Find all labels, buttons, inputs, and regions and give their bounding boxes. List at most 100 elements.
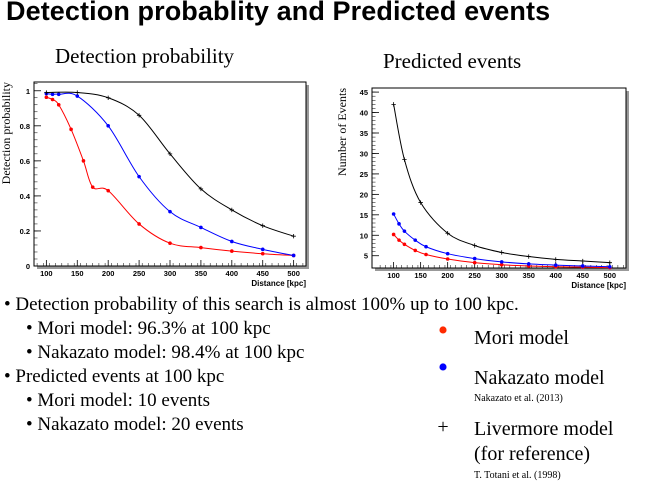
point-mori-model — [56, 102, 61, 107]
slide-title: Detection probablity and Predicted event… — [6, 0, 551, 26]
x-tick-label: 300 — [164, 269, 177, 278]
point-nakazato-model — [50, 92, 55, 97]
point-nakazato-model — [168, 209, 172, 214]
x-tick-label: 300 — [495, 271, 508, 280]
left-chart-subtitle: Detection probability — [55, 44, 235, 68]
point-mori-model — [397, 238, 401, 242]
predicted-events-chart: 100 150 200 250 300 350 400 450 500 5 10 15 20 25 30 35… — [335, 87, 629, 290]
point-nakazato-model — [260, 247, 265, 252]
point-mori-model — [90, 185, 95, 189]
point-nakazato-model — [199, 225, 203, 230]
point-mori-model — [260, 251, 265, 256]
point-nakazato-model — [553, 263, 558, 267]
y-tick-label: 0.2 — [20, 227, 30, 236]
point-livermore-model — [402, 157, 407, 162]
y-tick-label: 0.4 — [20, 192, 31, 201]
point-mori-model — [69, 127, 73, 132]
point-livermore-model — [472, 243, 477, 248]
y-tick-label: 35 — [360, 129, 368, 138]
bullet-item: • Nakazato model: 98.4% at 100 kpc — [26, 342, 305, 363]
point-nakazato-model — [499, 260, 504, 264]
point-mori-model — [50, 97, 55, 102]
x-tick-label: 150 — [414, 271, 427, 280]
y-tick-label: 0.8 — [20, 122, 30, 131]
point-nakazato-model — [391, 212, 396, 216]
y-tick-label: 40 — [360, 109, 368, 118]
series-line-livermore-model — [393, 104, 610, 264]
point-mori-model — [81, 159, 86, 163]
x-tick-label: 500 — [604, 271, 617, 280]
point-mori-model — [44, 95, 49, 100]
point-nakazato-model — [526, 262, 531, 266]
bullet-item: • Detection probability of this search i… — [4, 294, 519, 315]
bullet-item: • Mori model: 10 events — [26, 390, 210, 411]
legend-marker-livermore: + — [437, 416, 449, 438]
x-tick-label: 250 — [133, 269, 146, 278]
x-tick-label: 200 — [102, 269, 115, 278]
y-tick-label: 10 — [360, 231, 368, 240]
point-mori-model — [137, 222, 141, 226]
y-axis-label: Detection probability — [0, 82, 13, 184]
x-tick-label: 100 — [387, 271, 400, 280]
point-nakazato-model — [580, 264, 585, 268]
point-nakazato-model — [291, 253, 296, 258]
x-tick-label: 400 — [549, 271, 562, 280]
x-tick-label: 350 — [522, 271, 535, 280]
x-tick-label: 400 — [226, 269, 239, 278]
y-tick-label: 5 — [364, 252, 368, 261]
legend-label-mori: Mori model — [474, 327, 569, 349]
y-tick-label: 0 — [26, 262, 30, 271]
point-nakazato-model — [472, 256, 477, 261]
point-livermore-model — [260, 223, 265, 228]
point-nakazato-model — [397, 222, 401, 226]
point-livermore-model — [391, 102, 396, 107]
x-tick-label: 150 — [71, 269, 84, 278]
legend-label-nakazato: Nakazato model — [474, 367, 605, 389]
point-mori-model — [391, 232, 396, 237]
point-mori-model — [106, 188, 110, 193]
legend-label-livermore-2: (for reference) — [474, 443, 591, 465]
y-tick-label: 20 — [360, 190, 368, 199]
point-nakazato-model — [56, 92, 61, 97]
x-tick-label: 500 — [287, 269, 300, 278]
point-livermore-model — [526, 254, 531, 259]
point-livermore-model — [198, 186, 204, 192]
point-nakazato-model — [424, 244, 428, 249]
point-livermore-model — [445, 231, 450, 236]
right-chart-subtitle: Predicted events — [383, 49, 522, 73]
point-mori-model — [424, 252, 428, 257]
point-nakazato-model — [137, 174, 141, 179]
x-tick-label: 450 — [577, 271, 590, 280]
point-mori-model — [199, 245, 203, 250]
x-tick-label: 450 — [256, 269, 269, 278]
point-nakazato-model — [607, 264, 612, 269]
point-nakazato-model — [230, 239, 234, 244]
bullet-list: • Detection probability of this search i… — [4, 293, 519, 437]
x-tick-label: 200 — [441, 271, 454, 280]
x-tick-label: 350 — [195, 269, 208, 278]
legend-label-livermore-1: Livermore model — [474, 418, 614, 440]
point-nakazato-model — [75, 94, 80, 98]
y-tick-label: 25 — [360, 170, 368, 179]
point-livermore-model — [167, 151, 173, 157]
point-mori-model — [230, 249, 234, 253]
point-livermore-model — [553, 257, 558, 262]
point-livermore-model — [499, 250, 504, 255]
y-tick-label: 1 — [26, 87, 30, 96]
point-mori-model — [445, 257, 450, 261]
y-tick-label: 45 — [360, 88, 368, 97]
point-livermore-model — [229, 207, 235, 213]
point-nakazato-model — [402, 229, 407, 233]
point-livermore-model — [75, 90, 80, 95]
point-livermore-model — [105, 95, 111, 100]
point-livermore-model — [291, 234, 296, 239]
point-nakazato-model — [413, 238, 418, 242]
x-axis-label: Distance [kpc] — [571, 281, 626, 290]
point-mori-model — [499, 262, 504, 267]
bullet-item: • Mori model: 96.3% at 100 kpc — [26, 318, 271, 339]
plot-frame — [33, 81, 307, 267]
point-nakazato-model — [445, 251, 450, 256]
legend-marker-nakazato: • — [437, 351, 449, 384]
point-mori-model — [413, 248, 418, 253]
x-tick-label: 250 — [468, 271, 481, 280]
